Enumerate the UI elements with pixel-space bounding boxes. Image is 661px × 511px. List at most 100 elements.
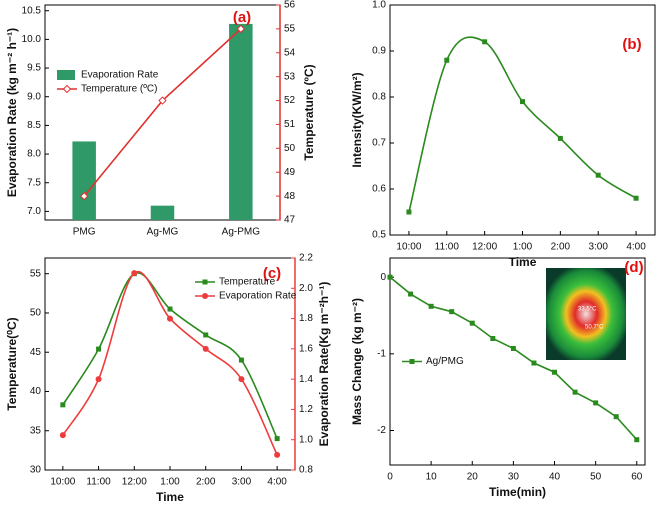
panel-label: (c) — [263, 265, 281, 282]
y-axis-label: Intensity(KW/m²) — [350, 72, 364, 167]
y-tick-label: 35 — [30, 425, 42, 436]
marker — [238, 376, 245, 383]
legend-label: Ag/PMG — [426, 356, 464, 367]
marker — [593, 400, 599, 406]
x-tick-label: 3:00 — [588, 242, 608, 253]
y2-axis-label: Temperature (ºC) — [302, 64, 316, 160]
y-tick-label: 8.0 — [27, 149, 41, 160]
marker — [444, 57, 450, 63]
y-tick-label: 1.0 — [372, 0, 386, 11]
y-axis-label: Temperature(⁰C) — [5, 317, 19, 410]
marker — [634, 437, 640, 443]
bar — [72, 141, 96, 220]
x-tick-label: 10 — [426, 472, 438, 483]
marker — [202, 279, 208, 285]
y2-tick-label: 1.2 — [299, 404, 313, 415]
y-axis-label: Evaporation Rate (kg m⁻² h⁻¹) — [5, 28, 19, 197]
marker — [202, 293, 208, 299]
marker — [131, 270, 138, 277]
x-tick-label: 0 — [387, 472, 393, 483]
marker — [409, 359, 415, 364]
y-tick-label: -2 — [377, 425, 386, 436]
y-tick-label: 0.8 — [372, 92, 386, 103]
x-tick-label: 30 — [508, 472, 520, 483]
marker — [552, 369, 558, 375]
x-axis-label: Time — [156, 490, 184, 504]
y-tick-label: 50 — [30, 308, 42, 319]
marker — [203, 332, 209, 338]
marker — [274, 451, 281, 458]
y2-axis-label: Evaporation Rate(Kg m⁻²h⁻¹) — [317, 282, 331, 447]
x-tick-label: 60 — [631, 472, 643, 483]
plot-frame — [389, 257, 646, 466]
x-tick-label: 10:00 — [50, 477, 75, 488]
y-tick-label: 9.0 — [27, 91, 41, 102]
marker — [96, 346, 102, 352]
marker — [95, 376, 102, 383]
legend-label: Evaporation Rate — [219, 291, 297, 302]
y-tick-label: -1 — [377, 348, 386, 359]
y2-tick-label: 1.4 — [299, 374, 313, 385]
marker — [167, 306, 173, 312]
y-tick-label: 0 — [380, 272, 386, 283]
x-tick-label: 12:00 — [472, 242, 497, 253]
bar — [229, 23, 253, 221]
x-tick-label: 50 — [590, 472, 602, 483]
y-tick-label: 9.5 — [27, 63, 41, 74]
x-tick-label: 1:00 — [513, 242, 533, 253]
y2-tick-label: 49 — [284, 167, 296, 178]
y2-tick-label: 47 — [284, 215, 296, 226]
x-tick-label: 11:00 — [86, 477, 111, 488]
marker — [520, 99, 525, 105]
marker — [158, 96, 167, 105]
marker — [510, 345, 516, 351]
x-tick-label: 4:00 — [267, 477, 287, 488]
x-axis-label: Time(min) — [489, 485, 546, 499]
y2-tick-label: 2.0 — [299, 283, 313, 294]
series-line — [408, 36, 637, 213]
marker — [482, 39, 488, 45]
marker — [572, 389, 578, 395]
marker — [236, 24, 246, 34]
y-tick-label: 7.5 — [27, 177, 41, 188]
x-tick-label: 1:00 — [160, 477, 180, 488]
x-tick-label: 12:00 — [122, 477, 147, 488]
marker — [557, 135, 563, 141]
marker — [408, 291, 414, 297]
marker — [274, 436, 280, 442]
y-tick-label: 45 — [30, 347, 42, 358]
marker — [238, 357, 244, 363]
y-tick-label: 7.0 — [27, 206, 41, 217]
y2-tick-label: 51 — [284, 119, 296, 130]
marker — [531, 360, 537, 366]
y-tick-label: 8.5 — [27, 120, 41, 131]
x-tick-label: 20 — [467, 472, 479, 483]
legend-label: Temperature — [219, 277, 276, 288]
bar — [150, 205, 175, 220]
series-line — [83, 28, 242, 197]
legend-label: Temperature (ºC) — [81, 84, 157, 95]
y2-tick-label: 0.8 — [299, 465, 313, 476]
y2-tick-label: 52 — [284, 95, 296, 106]
y-tick-label: 10.0 — [22, 34, 42, 45]
marker — [613, 414, 619, 420]
y2-tick-label: 1.8 — [299, 313, 313, 324]
marker — [167, 315, 173, 322]
marker — [62, 84, 72, 94]
marker — [449, 309, 455, 315]
y-tick-label: 0.6 — [372, 184, 386, 195]
x-axis-label: Time — [509, 255, 537, 269]
x-tick-label: Ag-PMG — [222, 227, 261, 238]
y-tick-label: 55 — [30, 268, 42, 279]
y-tick-label: 10.5 — [22, 5, 42, 16]
y2-tick-label: 55 — [284, 24, 296, 35]
marker — [60, 402, 66, 408]
x-tick-label: 2:00 — [551, 242, 571, 253]
y2-tick-label: 1.6 — [299, 343, 313, 354]
marker — [406, 209, 412, 215]
inset-label: 50.7°C — [585, 325, 604, 331]
x-tick-label: 11:00 — [435, 242, 460, 253]
x-tick-label: 3:00 — [232, 477, 252, 488]
marker — [633, 195, 639, 201]
